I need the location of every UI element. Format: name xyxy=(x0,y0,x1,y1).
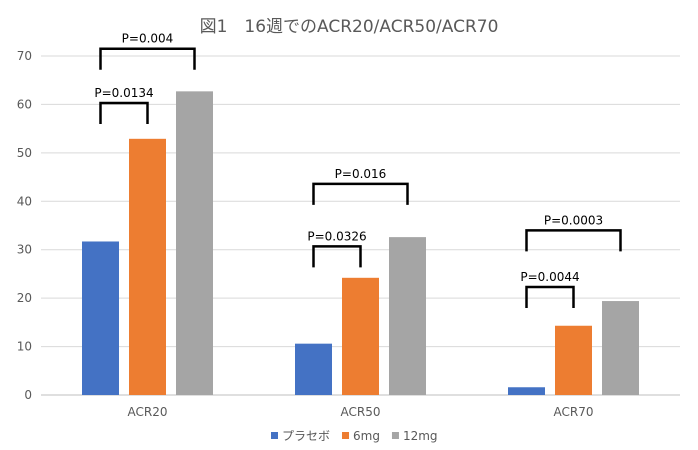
significance-bracket xyxy=(525,229,622,252)
p-value-label: P=0.016 xyxy=(335,167,387,181)
bar xyxy=(555,325,592,395)
x-tick-label: ACR70 xyxy=(554,405,594,419)
legend-swatch xyxy=(342,432,350,439)
y-tick-label: 70 xyxy=(17,49,32,63)
bar xyxy=(129,138,166,395)
bar xyxy=(389,237,426,395)
y-tick-label: 10 xyxy=(17,340,32,354)
p-value-label: P=0.0044 xyxy=(520,270,579,284)
bar xyxy=(602,301,639,395)
y-tick-label: 40 xyxy=(17,194,32,208)
bar xyxy=(176,91,213,396)
x-tick-label: ACR50 xyxy=(341,405,381,419)
x-tick-label: ACR20 xyxy=(128,405,168,419)
bar xyxy=(82,241,119,395)
legend: プラセボ 6mg 12mg xyxy=(271,429,438,443)
p-value-label: P=0.004 xyxy=(122,32,174,46)
y-tick-label: 20 xyxy=(17,291,32,305)
y-tick-label: 60 xyxy=(17,97,32,111)
significance-bracket xyxy=(99,47,196,70)
chart-title: 図1 16週でのACR20/ACR50/ACR70 xyxy=(200,17,499,37)
y-axis: 0 10 20 30 40 50 60 70 xyxy=(17,49,32,402)
y-tick-label: 50 xyxy=(17,146,32,160)
bar xyxy=(295,343,332,395)
p-value-label: P=0.0003 xyxy=(544,213,603,227)
significance-bracket xyxy=(312,245,362,268)
y-tick-label: 30 xyxy=(17,243,32,257)
significance-annotations: P=0.004 P=0.0134 P=0.016 P=0.0326 P=0.0003 P=… xyxy=(94,32,622,309)
legend-swatch xyxy=(391,432,399,439)
significance-bracket xyxy=(525,285,575,309)
significance-bracket xyxy=(99,101,149,124)
p-value-label: P=0.0326 xyxy=(307,229,366,243)
legend-label: プラセボ xyxy=(282,429,330,443)
bars xyxy=(82,91,639,396)
bar xyxy=(508,387,545,395)
legend-swatch xyxy=(271,432,278,439)
significance-bracket xyxy=(312,182,409,205)
bar xyxy=(342,277,379,395)
p-value-label: P=0.0134 xyxy=(94,86,153,100)
y-tick-label: 0 xyxy=(24,388,32,402)
legend-label: 12mg xyxy=(403,429,438,443)
x-axis: ACR20 ACR50 ACR70 xyxy=(128,405,594,419)
legend-label: 6mg xyxy=(353,429,380,443)
